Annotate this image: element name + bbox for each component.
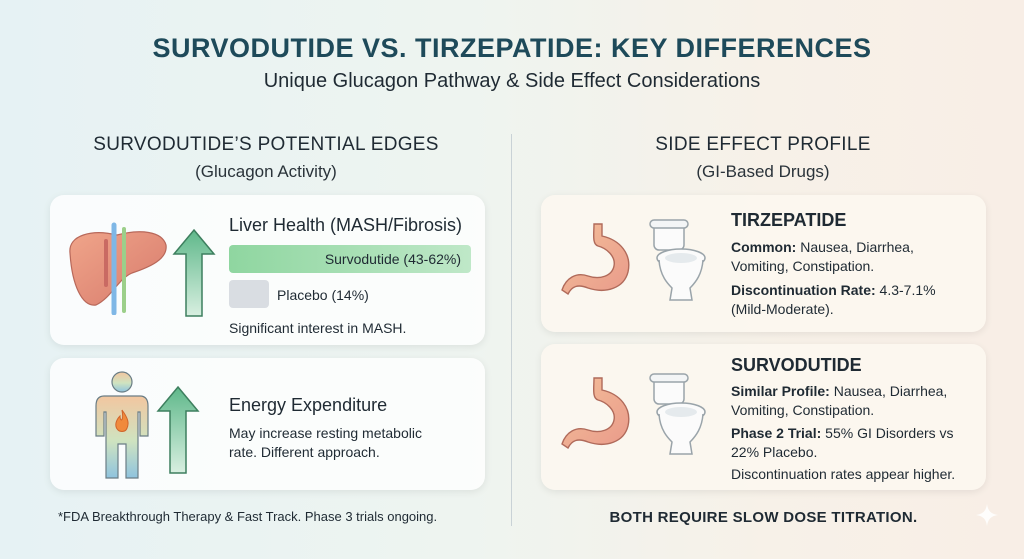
up-arrow-icon [172, 228, 216, 317]
stomach-icon [561, 377, 630, 450]
column-divider [511, 134, 512, 526]
survodutide-disc-note: Discontinuation rates appear higher. [731, 466, 956, 482]
tirzepatide-common-text: Nausea, Diarrhea, [796, 239, 914, 255]
tirzepatide-common-line2: Vomiting, Constipation. [731, 258, 875, 274]
left-subheading: (Glucagon Activity) [195, 162, 337, 181]
human-flame-icon [95, 371, 149, 479]
tirzepatide-disc-line2: (Mild-Moderate). [731, 301, 834, 317]
survodutide-phase-label: Phase 2 Trial: [731, 425, 822, 441]
survodutide-bar-label: Survodutide (43-62%) [324, 251, 461, 267]
stomach-icon [561, 223, 630, 296]
liver-card-title: Liver Health (MASH/Fibrosis) [229, 215, 463, 235]
survodutide-phase-line1: Phase 2 Trial: 55% GI Disorders vs [731, 424, 954, 443]
survodutide-similar-line2: Vomiting, Constipation. [731, 402, 875, 418]
survodutide-similar-text: Nausea, Diarrhea, [829, 383, 948, 399]
bottom-line: BOTH REQUIRE SLOW DOSE TITRATION. [609, 509, 918, 526]
tirzepatide-common-label: Common: [731, 239, 797, 255]
survodutide-title: SURVODUTIDE [731, 355, 862, 375]
left-heading: SURVODUTIDE’S POTENTIAL EDGES [93, 134, 439, 155]
right-heading: SIDE EFFECT PROFILE [655, 134, 871, 155]
placebo-bar-label: Placebo (14%) [277, 287, 369, 303]
tirzepatide-disc-label: Discontinuation Rate: [731, 282, 876, 298]
toilet-icon [649, 219, 706, 301]
survodutide-similar-label: Similar Profile: [731, 383, 830, 399]
tirzepatide-title: TIRZEPATIDE [731, 210, 847, 230]
tirzepatide-common-line1: Common: Nausea, Diarrhea, [731, 238, 914, 257]
tirzepatide-disc-text: 4.3-7.1% [875, 282, 936, 298]
page-subtitle: Unique Glucagon Pathway & Side Effect Co… [263, 70, 761, 92]
sparkle-icon [976, 504, 998, 526]
right-column-header: SIDE EFFECT PROFILE (GI-Based Drugs) [543, 134, 983, 182]
page-title: SURVODUTIDE VS. TIRZEPATIDE: KEY DIFFERE… [152, 33, 872, 63]
survodutide-phase-line2: 22% Placebo. [731, 444, 818, 460]
toilet-icon [649, 373, 706, 455]
liver-icon [69, 222, 167, 315]
survodutide-phase-text: 55% GI Disorders vs [821, 425, 954, 441]
energy-card-line2: rate. Different approach. [229, 444, 380, 460]
footnote: *FDA Breakthrough Therapy & Fast Track. … [58, 509, 438, 524]
right-subheading: (GI-Based Drugs) [696, 162, 830, 181]
up-arrow-icon [156, 385, 200, 474]
energy-card-line1: May increase resting metabolic [229, 425, 422, 441]
survodutide-similar-line1: Similar Profile: Nausea, Diarrhea, [731, 382, 947, 401]
left-column-header: SURVODUTIDE’S POTENTIAL EDGES (Glucagon … [46, 134, 486, 182]
tirzepatide-disc-line1: Discontinuation Rate: 4.3-7.1% [731, 281, 936, 300]
liver-card-note: Significant interest in MASH. [229, 320, 407, 336]
energy-card-title: Energy Expenditure [229, 395, 388, 415]
survodutide-bar: Survodutide (43-62%) [229, 245, 471, 273]
placebo-bar [229, 280, 269, 308]
